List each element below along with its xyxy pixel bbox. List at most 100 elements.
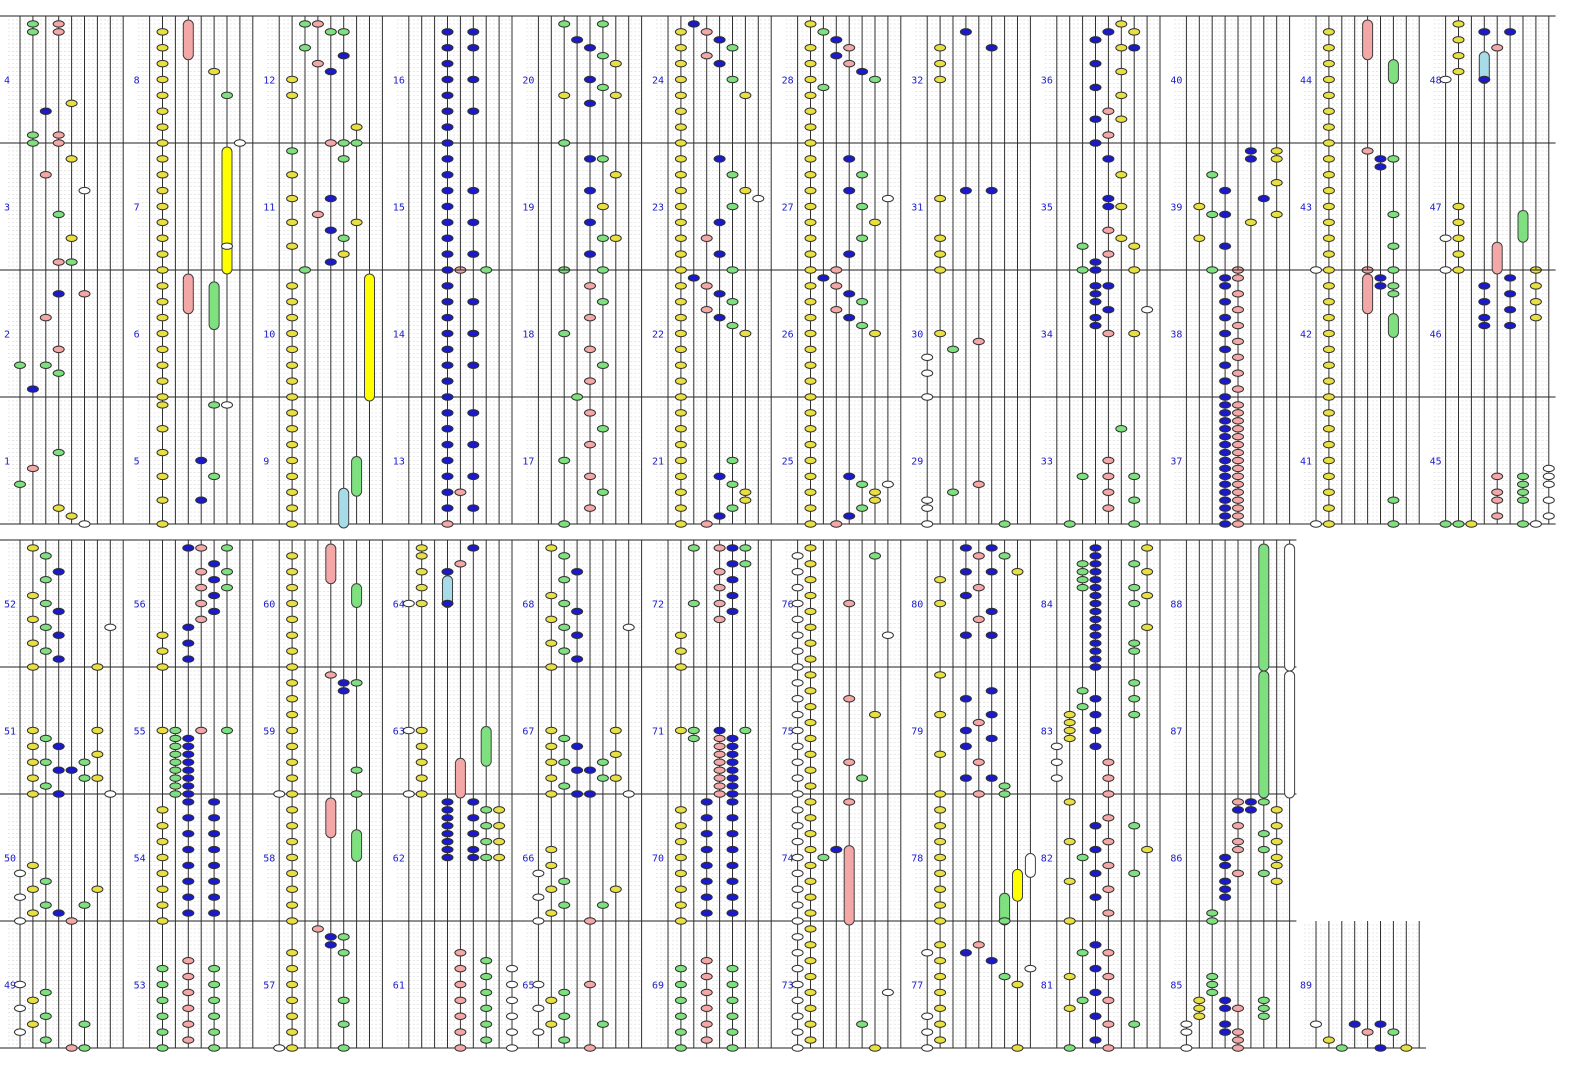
measure-number: 85 bbox=[1170, 981, 1182, 992]
measure-number: 80 bbox=[911, 600, 923, 611]
step-note bbox=[40, 783, 51, 789]
step-note bbox=[325, 227, 336, 233]
step-note bbox=[1220, 854, 1231, 860]
step-note bbox=[209, 894, 220, 900]
step-note bbox=[805, 656, 816, 662]
step-note bbox=[1323, 521, 1334, 527]
step-note bbox=[805, 592, 816, 598]
step-note bbox=[805, 783, 816, 789]
step-note bbox=[688, 21, 699, 27]
step-note bbox=[675, 76, 686, 82]
step-note bbox=[559, 521, 570, 527]
step-note bbox=[1375, 156, 1386, 162]
step-note bbox=[1440, 521, 1451, 527]
step-note bbox=[455, 489, 466, 495]
step-note bbox=[805, 862, 816, 868]
step-note bbox=[935, 235, 946, 241]
step-note bbox=[688, 600, 699, 606]
step-note bbox=[675, 918, 686, 924]
step-note bbox=[714, 291, 725, 297]
step-note bbox=[1323, 235, 1334, 241]
step-note bbox=[1220, 1029, 1231, 1035]
step-note bbox=[1103, 910, 1114, 916]
step-note bbox=[40, 759, 51, 765]
step-note bbox=[27, 592, 38, 598]
measure-number: 53 bbox=[134, 981, 146, 992]
step-note bbox=[442, 108, 453, 114]
step-note bbox=[183, 799, 194, 805]
step-note bbox=[805, 942, 816, 948]
measure-number: 49 bbox=[4, 981, 16, 992]
step-note bbox=[610, 775, 621, 781]
step-note bbox=[442, 283, 453, 289]
measure-54: 54 bbox=[130, 794, 260, 924]
step-note bbox=[66, 259, 77, 265]
step-note bbox=[287, 283, 298, 289]
measure-number: 47 bbox=[1430, 203, 1442, 214]
step-note bbox=[792, 664, 803, 670]
step-note bbox=[792, 632, 803, 638]
step-note bbox=[27, 1021, 38, 1027]
step-note bbox=[1233, 275, 1244, 281]
step-note bbox=[701, 306, 712, 312]
step-note bbox=[287, 743, 298, 749]
step-note bbox=[157, 76, 168, 82]
measure-4: 4 bbox=[0, 16, 130, 146]
step-note bbox=[546, 791, 557, 797]
step-note bbox=[559, 902, 570, 908]
step-note bbox=[442, 235, 453, 241]
step-note bbox=[675, 727, 686, 733]
step-note bbox=[1129, 29, 1140, 35]
measure-65: 65 bbox=[518, 921, 648, 1051]
step-note bbox=[1090, 600, 1101, 606]
step-note bbox=[157, 902, 168, 908]
step-note bbox=[740, 561, 751, 567]
measure-number: 3 bbox=[4, 203, 10, 214]
measure-number: 67 bbox=[522, 727, 534, 738]
measure-number: 50 bbox=[4, 854, 16, 865]
measure-number: 9 bbox=[263, 457, 269, 468]
step-note bbox=[442, 394, 453, 400]
step-note bbox=[1271, 854, 1282, 860]
step-note bbox=[1090, 656, 1101, 662]
measure-79: 79 bbox=[907, 667, 1037, 797]
step-note bbox=[157, 449, 168, 455]
step-note bbox=[559, 21, 570, 27]
step-note bbox=[546, 640, 557, 646]
step-note bbox=[559, 878, 570, 884]
step-note bbox=[727, 1029, 738, 1035]
step-note bbox=[338, 680, 349, 686]
step-note bbox=[675, 187, 686, 193]
step-note bbox=[701, 1021, 712, 1027]
step-note bbox=[935, 1021, 946, 1027]
step-note bbox=[1103, 457, 1114, 463]
step-note bbox=[701, 815, 712, 821]
step-note bbox=[53, 656, 64, 662]
step-note bbox=[157, 108, 168, 114]
step-note bbox=[935, 600, 946, 606]
step-note bbox=[805, 473, 816, 479]
step-note bbox=[183, 878, 194, 884]
measure-number: 61 bbox=[393, 981, 405, 992]
step-note bbox=[727, 608, 738, 614]
step-note bbox=[1258, 1005, 1269, 1011]
step-note bbox=[714, 219, 725, 225]
step-note bbox=[157, 1013, 168, 1019]
step-note bbox=[546, 1021, 557, 1027]
step-note bbox=[792, 743, 803, 749]
step-note bbox=[935, 195, 946, 201]
step-note bbox=[183, 640, 194, 646]
step-note bbox=[287, 378, 298, 384]
step-note bbox=[183, 743, 194, 749]
step-note bbox=[183, 545, 194, 551]
step-note bbox=[805, 219, 816, 225]
measure-44: 44 bbox=[1296, 16, 1426, 146]
step-note bbox=[688, 735, 699, 741]
step-note bbox=[727, 561, 738, 567]
measure-36: 36 bbox=[1037, 16, 1167, 146]
step-note bbox=[1064, 735, 1075, 741]
step-note bbox=[1207, 910, 1218, 916]
step-note bbox=[170, 727, 181, 733]
step-note bbox=[740, 92, 751, 98]
step-note bbox=[1220, 433, 1231, 439]
